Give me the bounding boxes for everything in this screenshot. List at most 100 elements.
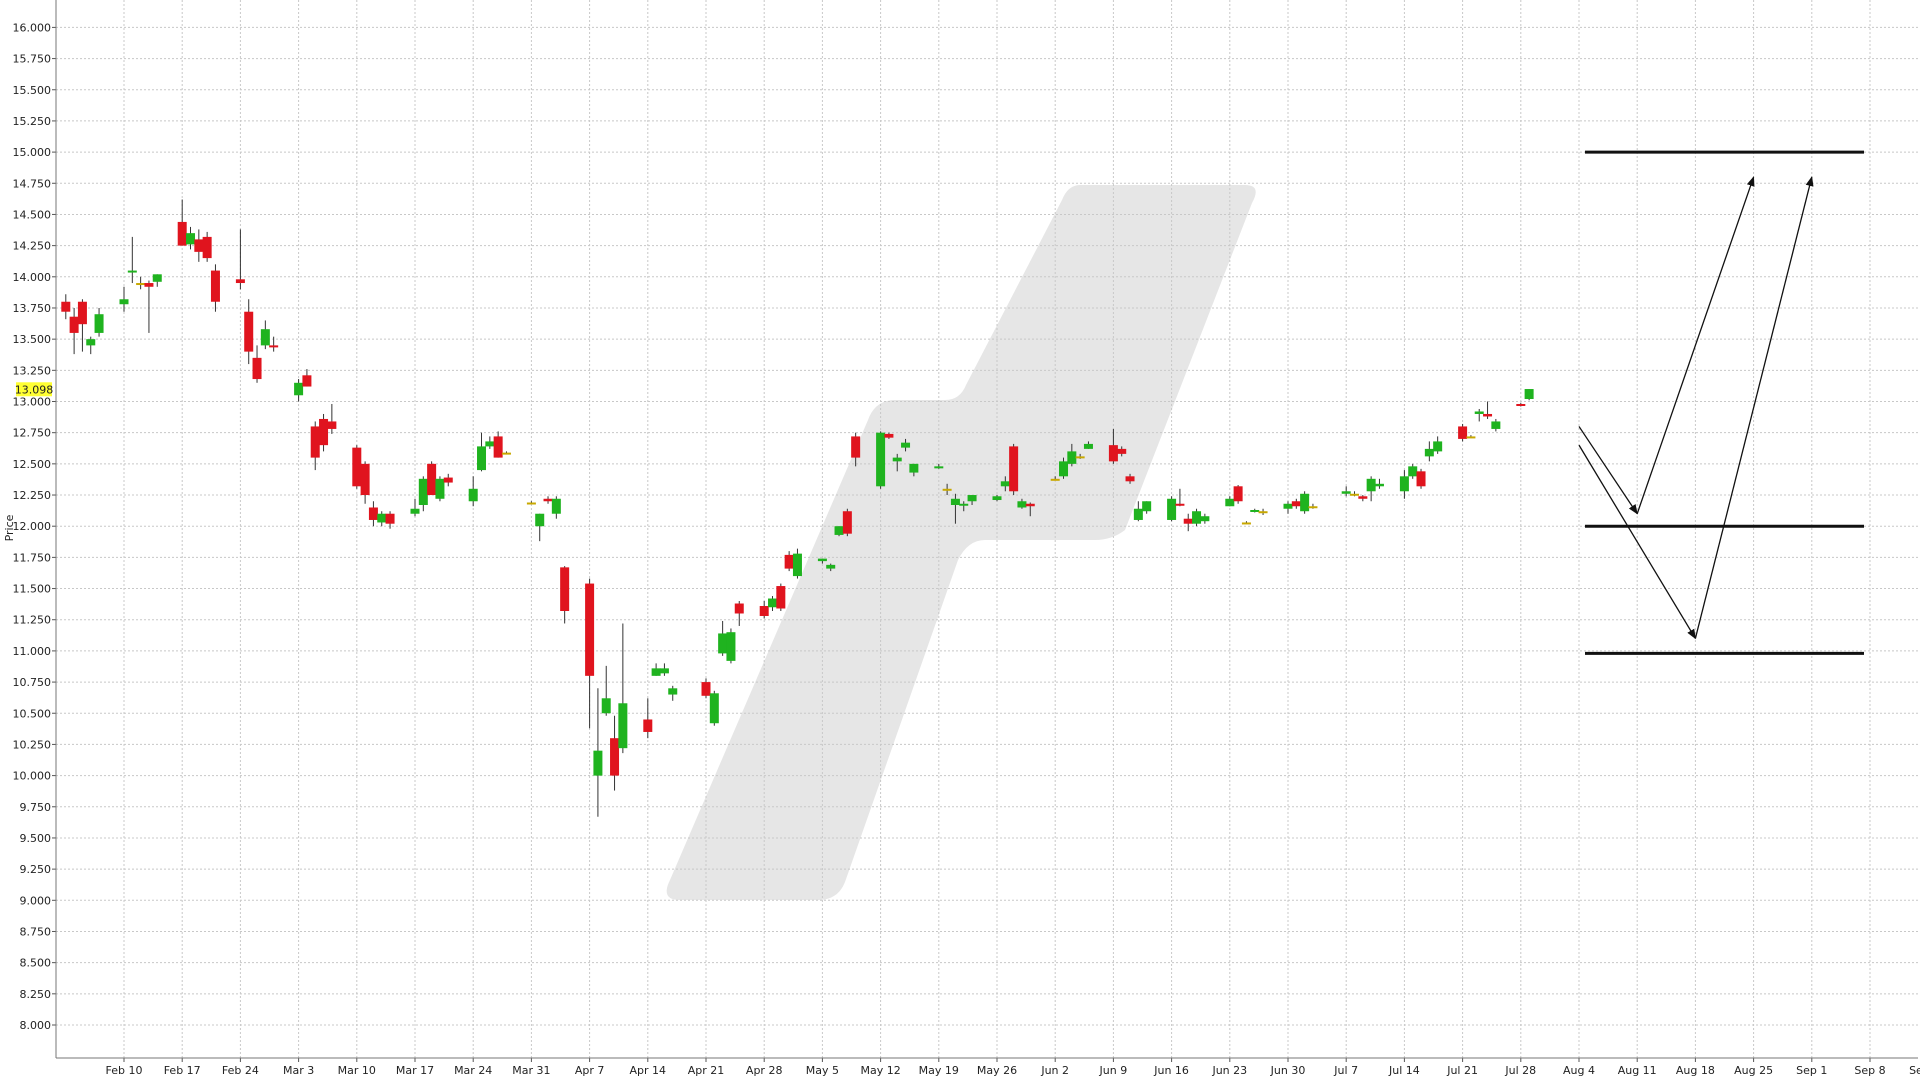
candle-body bbox=[186, 233, 196, 245]
candle-body bbox=[1458, 426, 1468, 439]
candle-body bbox=[734, 603, 744, 614]
y-tick-label: 9.000 bbox=[20, 894, 52, 907]
candle bbox=[826, 563, 836, 572]
candle bbox=[1408, 463, 1418, 479]
axes bbox=[55, 0, 1918, 1059]
candle-body bbox=[493, 436, 503, 458]
candle bbox=[834, 526, 844, 537]
candle bbox=[1300, 491, 1310, 514]
candle-body bbox=[1524, 389, 1534, 400]
candle bbox=[901, 438, 911, 452]
candle-body bbox=[1175, 503, 1185, 506]
candle-body bbox=[1125, 476, 1135, 482]
x-tick-label: Mar 3 bbox=[283, 1064, 314, 1077]
candle-body bbox=[709, 693, 719, 724]
candle-body bbox=[477, 446, 487, 471]
x-tick-label: Jun 16 bbox=[1153, 1064, 1189, 1077]
y-tick-label: 15.500 bbox=[13, 84, 52, 97]
candle-body bbox=[1117, 448, 1127, 454]
candle bbox=[210, 264, 220, 312]
candle bbox=[1524, 389, 1534, 401]
candle bbox=[1117, 446, 1127, 457]
candle-body bbox=[302, 375, 312, 387]
candle bbox=[1308, 503, 1318, 509]
candle bbox=[1175, 488, 1185, 507]
candle-body bbox=[1233, 486, 1243, 502]
candle-body bbox=[601, 698, 611, 714]
candle-body bbox=[252, 357, 262, 380]
candle-body bbox=[1374, 483, 1384, 487]
candle bbox=[1350, 491, 1360, 497]
candle-body bbox=[136, 283, 146, 286]
candle-body bbox=[1067, 451, 1077, 464]
candle-body bbox=[235, 279, 245, 284]
candle-body bbox=[526, 502, 536, 505]
candle-body bbox=[934, 466, 944, 469]
y-tick-label: 12.250 bbox=[13, 489, 52, 502]
candle-body bbox=[1133, 508, 1143, 520]
candle bbox=[302, 369, 312, 387]
candle-body bbox=[1308, 506, 1318, 509]
candle bbox=[560, 566, 570, 624]
candle-body bbox=[1416, 471, 1426, 487]
candle-body bbox=[1017, 501, 1027, 508]
candle bbox=[651, 663, 661, 676]
y-tick-label: 12.500 bbox=[13, 458, 52, 471]
candle bbox=[1341, 486, 1351, 497]
candle bbox=[851, 432, 861, 467]
candle-body bbox=[551, 498, 561, 514]
candle bbox=[1241, 521, 1251, 525]
candle bbox=[1283, 501, 1293, 514]
candle-body bbox=[1183, 518, 1193, 524]
candle bbox=[535, 513, 545, 542]
candle-body bbox=[585, 583, 595, 676]
x-tick-label: Jun 9 bbox=[1099, 1064, 1128, 1077]
candle-body bbox=[892, 457, 902, 462]
candles bbox=[61, 199, 1534, 817]
candle-body bbox=[901, 442, 911, 448]
candle-body bbox=[119, 299, 129, 305]
candle bbox=[1433, 436, 1443, 454]
y-tick-label: 12.750 bbox=[13, 427, 52, 440]
candle bbox=[817, 558, 827, 564]
y-axis-title: Price bbox=[3, 514, 16, 541]
projection-arrow bbox=[1578, 444, 1696, 640]
candle-body bbox=[992, 496, 1002, 501]
candle bbox=[551, 496, 561, 519]
candle bbox=[876, 431, 886, 489]
candle-body bbox=[726, 632, 736, 661]
candle-body bbox=[768, 598, 778, 608]
candle bbox=[1067, 443, 1077, 467]
candle bbox=[319, 413, 329, 452]
candle bbox=[269, 336, 279, 352]
candle-body bbox=[1491, 421, 1501, 429]
candle bbox=[468, 476, 478, 507]
axis-labels: 8.000 8.250 8.500 8.750 9.000 9.250 9.500 9.750… bbox=[3, 21, 1920, 1077]
candle bbox=[61, 294, 71, 320]
projection-arrow bbox=[1636, 176, 1755, 514]
candle-body bbox=[260, 329, 270, 346]
candle-body bbox=[1408, 466, 1418, 477]
candle-body bbox=[501, 452, 511, 455]
candle-body bbox=[1250, 509, 1260, 512]
candle bbox=[618, 623, 628, 754]
candle bbox=[86, 336, 96, 355]
x-tick-label: Jun 30 bbox=[1270, 1064, 1306, 1077]
y-tick-label: 9.500 bbox=[20, 832, 52, 845]
candle bbox=[435, 476, 445, 502]
candle-body bbox=[427, 463, 437, 496]
candle bbox=[294, 379, 304, 402]
candle-body bbox=[86, 339, 96, 346]
candle-body bbox=[1200, 516, 1210, 522]
candle bbox=[385, 511, 395, 529]
candle bbox=[1225, 496, 1235, 507]
candle bbox=[967, 495, 977, 506]
candle bbox=[368, 501, 378, 527]
candle-body bbox=[294, 382, 304, 396]
candle bbox=[543, 496, 553, 504]
candle bbox=[718, 620, 728, 656]
candle bbox=[1125, 473, 1135, 484]
x-tick-label: Jun 23 bbox=[1211, 1064, 1247, 1077]
candle-body bbox=[826, 564, 836, 569]
candle bbox=[1250, 508, 1260, 513]
